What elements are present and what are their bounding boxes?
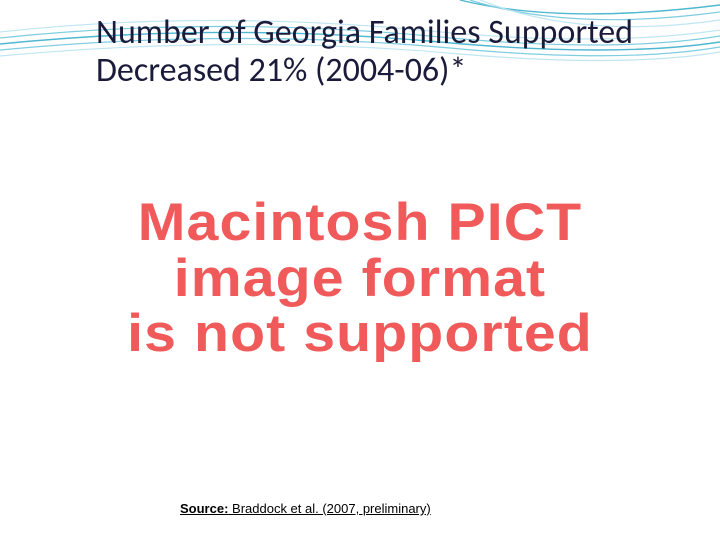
slide-title: Number of Georgia Families Supported Dec… bbox=[96, 14, 656, 90]
error-line-1: Macintosh PICT bbox=[0, 195, 720, 251]
slide: Number of Georgia Families Supported Dec… bbox=[0, 0, 720, 540]
source-label: Source: bbox=[180, 501, 228, 516]
source-text: Braddock et al. (2007, preliminary) bbox=[228, 501, 430, 516]
pict-error-message: Macintosh PICT image format is not suppo… bbox=[0, 195, 720, 362]
error-line-3: is not supported bbox=[0, 306, 720, 362]
error-line-2: image format bbox=[0, 251, 720, 307]
source-citation: Source: Braddock et al. (2007, prelimina… bbox=[180, 501, 431, 516]
